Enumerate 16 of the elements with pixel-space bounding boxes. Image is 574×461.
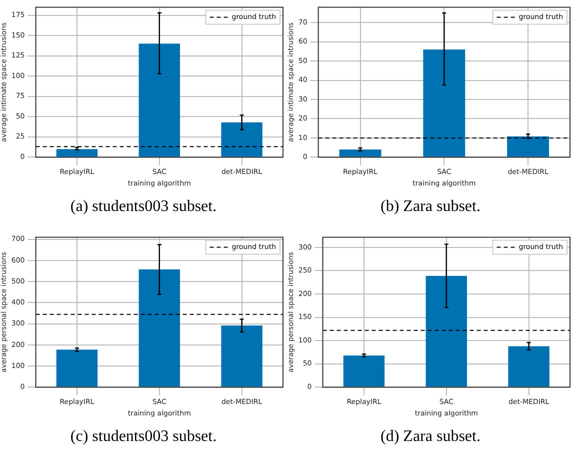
text: (a) students003 subset.: [69, 198, 218, 216]
bar: [138, 44, 180, 157]
bar: [138, 269, 180, 387]
bar: [339, 150, 382, 157]
bar: [423, 50, 466, 157]
bar: [221, 326, 262, 387]
text: (d) Zara subset.: [380, 428, 482, 446]
bar: [343, 356, 385, 387]
bar: [56, 149, 98, 157]
bar: [426, 276, 467, 387]
bar: [56, 350, 98, 387]
bar: [508, 346, 550, 387]
bar: [507, 136, 550, 157]
bar: [221, 122, 262, 157]
text: (b) Zara subset.: [380, 198, 482, 216]
text: (c) students003 subset.: [69, 428, 218, 446]
